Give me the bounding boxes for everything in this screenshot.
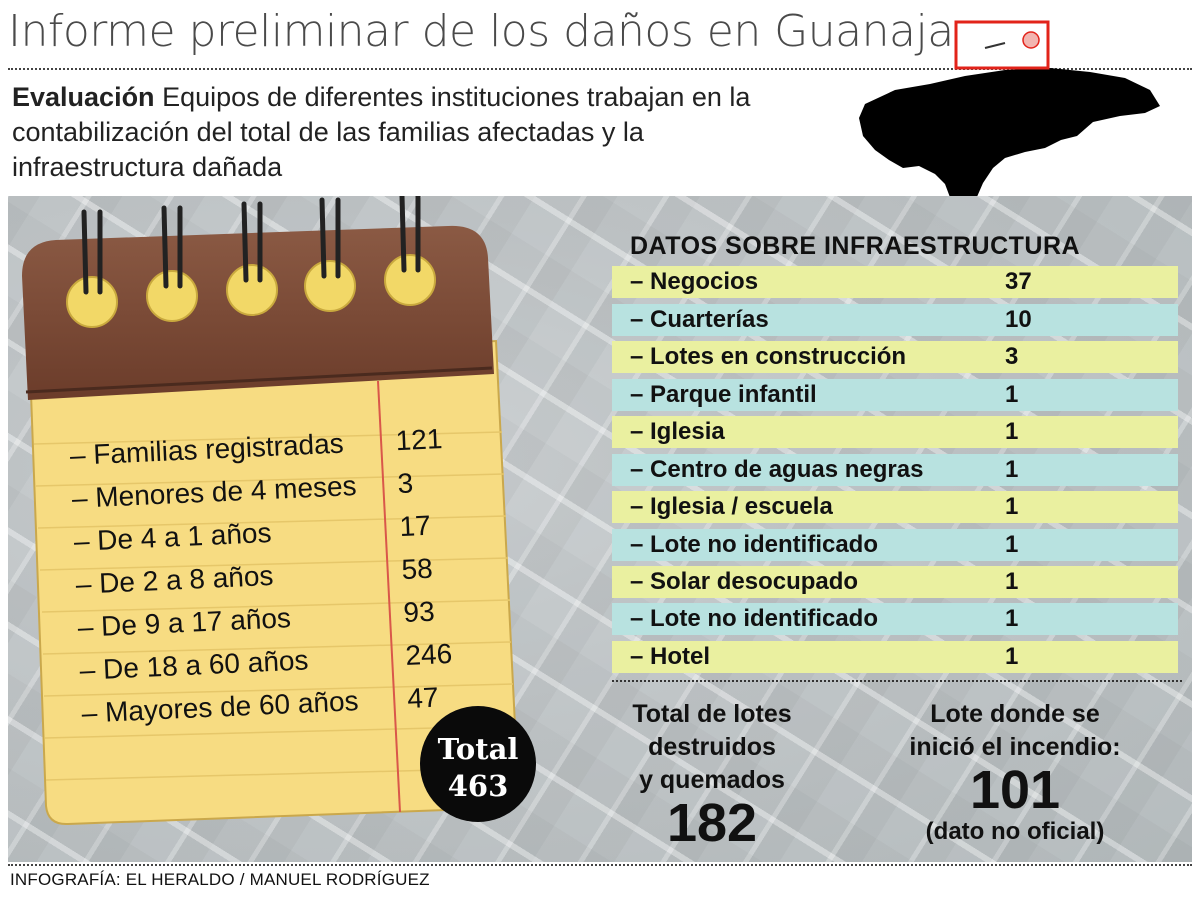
- total-badge: Total 463: [420, 706, 536, 822]
- spiral-ring: [226, 264, 278, 316]
- page-title: Informe preliminar de los daños en Guana…: [8, 6, 954, 57]
- summary-destroyed-lots: Total de lotes destruidos y quemados 182: [612, 698, 812, 853]
- infra-row-label: – Centro de aguas negras: [630, 456, 924, 483]
- infra-row-label: – Hotel: [630, 643, 711, 670]
- infra-row-value: 1: [1005, 568, 1019, 595]
- infra-row: – Lote no identificado 1: [612, 603, 1178, 635]
- summary-fire-number: 101: [969, 760, 1061, 820]
- infra-row-label: – Iglesia: [630, 418, 725, 445]
- family-row-value: 58: [401, 553, 434, 585]
- summary-fire-line2: inició el incendio:: [909, 733, 1121, 761]
- infra-row-value: 1: [1005, 605, 1019, 632]
- infra-row-label: – Cuarterías: [630, 306, 769, 333]
- family-row-value: 3: [397, 467, 414, 499]
- honduras-silhouette: [859, 68, 1160, 214]
- infra-row: – Lote no identificado 1: [612, 529, 1178, 561]
- bay-islands: [984, 42, 1006, 49]
- spiral-ring: [146, 270, 198, 322]
- infra-row-label: – Lote no identificado: [630, 605, 879, 632]
- infra-row: – Solar desocupado 1: [612, 566, 1178, 598]
- credit-divider: [8, 864, 1192, 866]
- spiral-ring: [66, 276, 118, 328]
- infra-row: – Cuarterías 10: [612, 304, 1178, 336]
- infra-title: DATOS SOBRE INFRAESTRUCTURA: [630, 232, 1081, 260]
- total-value: 463: [448, 769, 509, 803]
- family-row-value: 47: [407, 682, 440, 714]
- infra-row: – Centro de aguas negras 1: [612, 454, 1178, 486]
- summary-destroyed-line1: Total de lotes: [632, 700, 792, 728]
- intro-lead: Evaluación: [12, 82, 155, 112]
- summary-fire-note: (dato no oficial): [925, 818, 1105, 845]
- infra-row-value: 1: [1005, 643, 1019, 670]
- spiral-ring: [384, 254, 436, 306]
- honduras-locator-map: [859, 20, 1160, 214]
- infra-row-value: 1: [1005, 418, 1019, 445]
- family-row-value: 93: [403, 596, 436, 628]
- guanaja-island-marker: [1022, 31, 1040, 49]
- summary-fire-line1: Lote donde se: [930, 700, 1100, 728]
- infra-row-value: 1: [1005, 381, 1019, 408]
- infra-row: – Iglesia 1: [612, 416, 1178, 448]
- infra-row-label: – Iglesia / escuela: [630, 493, 833, 520]
- notepad-margin-line: [377, 380, 401, 813]
- infra-row: – Lotes en construcción 3: [612, 341, 1178, 373]
- infra-row-value: 1: [1005, 493, 1019, 520]
- intro-paragraph: Evaluación Equipos de diferentes institu…: [12, 80, 812, 185]
- spiral-ring: [304, 260, 356, 312]
- guanaja-highlight-box: [954, 20, 1050, 70]
- infra-row-value: 10: [1005, 306, 1032, 333]
- infra-row-label: – Lote no identificado: [630, 531, 879, 558]
- infra-row-label: – Parque infantil: [630, 381, 817, 408]
- infra-row: – Hotel 1: [612, 641, 1178, 673]
- summary-destroyed-line3: y quemados: [639, 766, 785, 794]
- infra-row-value: 3: [1005, 343, 1019, 370]
- infra-row: – Parque infantil 1: [612, 379, 1178, 411]
- summary-fire-origin: Lote donde se inició el incendio: 101 (d…: [880, 698, 1150, 848]
- summary-destroyed-number: 182: [666, 793, 758, 853]
- summary-destroyed-line2: destruidos: [648, 733, 776, 761]
- family-row-value: 121: [395, 423, 443, 456]
- total-label: Total: [438, 732, 519, 766]
- intro-text: Equipos de diferentes instituciones trab…: [12, 82, 751, 182]
- infra-row: – Iglesia / escuela 1: [612, 491, 1178, 523]
- infra-row-label: – Solar desocupado: [630, 568, 859, 595]
- notepad-paper: [28, 339, 520, 826]
- title-divider: [8, 68, 1192, 70]
- infra-row: – Negocios 37: [612, 266, 1178, 298]
- infra-divider: [612, 680, 1182, 682]
- notepad: – Familias registradas 121 – Menores de …: [22, 196, 536, 826]
- infra-row-label: – Negocios: [630, 268, 759, 295]
- infra-row-value: 1: [1005, 531, 1019, 558]
- infra-row-value: 37: [1005, 268, 1032, 295]
- spiral-rings: [66, 196, 436, 328]
- infra-row-value: 1: [1005, 456, 1019, 483]
- family-row-value: 17: [399, 510, 432, 542]
- credit-line: INFOGRAFÍA: EL HERALDO / MANUEL RODRÍGUE…: [10, 870, 430, 889]
- infra-row-label: – Lotes en construcción: [630, 343, 907, 370]
- family-row-value: 246: [405, 638, 453, 671]
